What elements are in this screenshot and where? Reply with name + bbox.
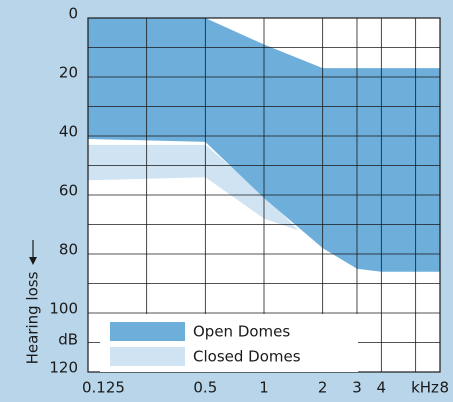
x-tick-label: 3 — [352, 379, 362, 397]
y-tick-label: 80 — [59, 241, 78, 259]
x-tick-label: 1 — [259, 379, 269, 397]
y-tick-label: 100 — [49, 300, 78, 318]
x-tick-label: 8 — [439, 379, 449, 397]
y-unit: dB — [58, 331, 78, 349]
legend-label: Closed Domes — [193, 348, 301, 366]
y-tick-label: 0 — [68, 5, 78, 23]
legend-label: Open Domes — [193, 323, 290, 341]
y-axis-label: Hearing loss — [24, 271, 42, 364]
legend-swatch — [110, 347, 185, 366]
y-tick-label: 40 — [59, 123, 78, 141]
legend-swatch — [110, 322, 185, 341]
x-tick-label: 0.5 — [193, 379, 217, 397]
band — [88, 144, 299, 231]
y-tick-label: 20 — [59, 64, 78, 82]
x-unit: kHz — [411, 379, 439, 397]
x-tick-label: 2 — [318, 379, 328, 397]
arrow — [29, 240, 37, 265]
x-tick-label: 0.125 — [82, 379, 125, 397]
y-tick-label: 60 — [59, 182, 78, 200]
y-tick-label: 120 — [49, 359, 78, 377]
x-tick-label: 4 — [377, 379, 387, 397]
